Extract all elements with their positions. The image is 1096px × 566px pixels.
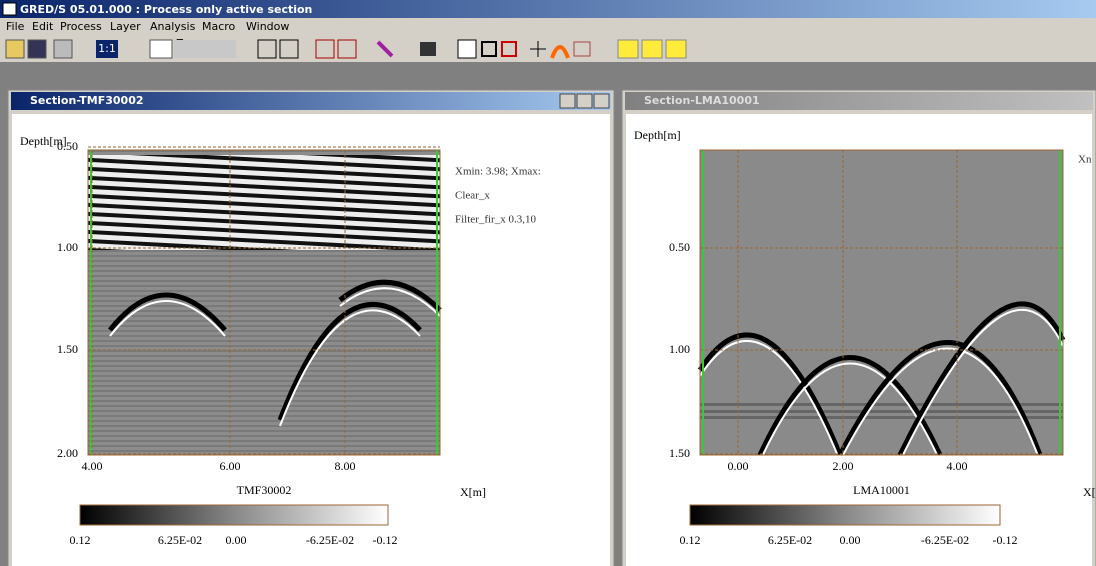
section-name: TMF30002 [237,483,292,497]
menu-item[interactable]: Analysis [150,20,196,33]
delete-tool[interactable] [501,41,517,57]
x-axis-label: X[m] [460,485,486,499]
reflection [338,279,442,312]
reflection [697,332,843,456]
reflection [279,309,421,427]
colorbar [689,504,1001,526]
radargram [700,150,1063,455]
window-title-bar [11,92,611,110]
colorbar-tick-label: 0.00 [840,533,861,547]
colorbar-tick-label: -6.25E-02 [306,533,354,547]
colorbar [79,504,389,526]
y-tick-label: 2.00 [57,446,78,460]
y-tick-label: 1.50 [669,446,690,460]
x-tick-label: 4.00 [82,459,103,473]
colorbar-tick-label: 0.00 [226,533,247,547]
colorbar-tick-label: -6.25E-02 [921,533,969,547]
y-axis-label: Depth[m] [634,128,681,142]
tool-button[interactable] [257,39,277,59]
save-button[interactable] [27,39,47,59]
colorbar-tick-label: -0.12 [373,533,398,547]
radargram-bands [88,155,440,250]
radargram-band [700,403,1063,406]
annotation: Clear_x [455,190,490,202]
tool-button[interactable] [376,40,394,58]
print-button[interactable] [53,39,73,59]
reflection [108,292,227,332]
maximize-button[interactable] [576,93,593,109]
rect-tool[interactable] [481,41,497,57]
menu-item[interactable]: File [6,20,25,33]
colorbar-tick-label: 6.25E-02 [158,533,202,547]
y-tick-label: 1.00 [57,240,78,254]
reflection [757,355,943,457]
y-tick-label: 0.50 [669,240,690,254]
window-title: Section-TMF30002 [30,94,144,107]
minimize-button[interactable] [559,93,576,109]
y-axis-label: Depth[m] [20,134,67,148]
radargram-band [700,410,1063,413]
colorbar-tick-label: 0.12 [680,533,701,547]
x-tick-label: 6.00 [220,459,241,473]
x-tick-label: 4.00 [947,459,968,473]
radargram-band [700,416,1063,419]
zoom-value: 1:1 [98,42,116,55]
app-title: GRED/S 05.01.000 : Process only active s… [20,3,312,16]
y-tick-label: 1.00 [669,342,690,356]
colorbar-tick-label: -0.12 [993,533,1018,547]
plot-border [87,149,441,456]
zoom-dropdown[interactable] [149,39,173,59]
tool-button[interactable] [315,39,335,59]
open-button[interactable] [5,39,25,59]
toolbar: 1:1 Zoom [5,37,687,59]
reflection [109,300,226,337]
x-tick-label: 2.00 [833,459,854,473]
reflection [897,301,1066,457]
tool-button[interactable] [665,39,687,59]
menu-item[interactable]: Window [246,20,289,33]
menu-item[interactable]: Process [60,20,102,33]
title-bar [0,0,1096,18]
tool-button[interactable] [641,39,663,59]
reflection [899,308,1064,462]
zoom-field[interactable] [174,40,236,58]
tool-button[interactable] [573,41,591,57]
reflection [339,287,441,317]
menu-item[interactable]: Edit [32,20,54,33]
reflection [277,301,422,421]
plot-border [699,149,1064,456]
cross-tool[interactable] [530,41,546,57]
tool-button[interactable] [337,39,357,59]
window-title: Section-LMA10001 [644,94,760,107]
colorbar-tick-label: 0.12 [70,533,91,547]
annotation: Filter_fir_x 0.3,10 [455,214,536,226]
hyperbola-tool[interactable] [550,45,570,59]
x-axis-label: X[m] [1083,485,1096,499]
close-button[interactable] [593,93,610,109]
section-name: LMA10001 [853,483,910,497]
y-tick-label: 0.50 [57,139,78,153]
tool-button[interactable] [617,39,639,59]
reflection [837,340,1043,457]
zoom-value-box[interactable] [96,40,118,58]
colorbar-tick-label: 6.25E-02 [768,533,812,547]
reflection [839,347,1041,462]
y-tick-label: 1.50 [57,342,78,356]
reflection [759,362,941,462]
menu-item[interactable]: Layer [110,20,141,33]
text-tool[interactable] [457,39,477,59]
menu-item[interactable]: Macro [202,20,236,33]
window-title-bar [625,92,1093,110]
reflection [699,339,841,462]
tool-button[interactable] [420,42,436,56]
tool-button[interactable] [279,39,299,59]
x-tick-label: 0.00 [728,459,749,473]
annotation: Xmin: 3.98; Xmax: [455,166,541,178]
annotation: Xn [1078,154,1092,166]
app-icon [2,2,17,16]
x-tick-label: 8.00 [335,459,356,473]
